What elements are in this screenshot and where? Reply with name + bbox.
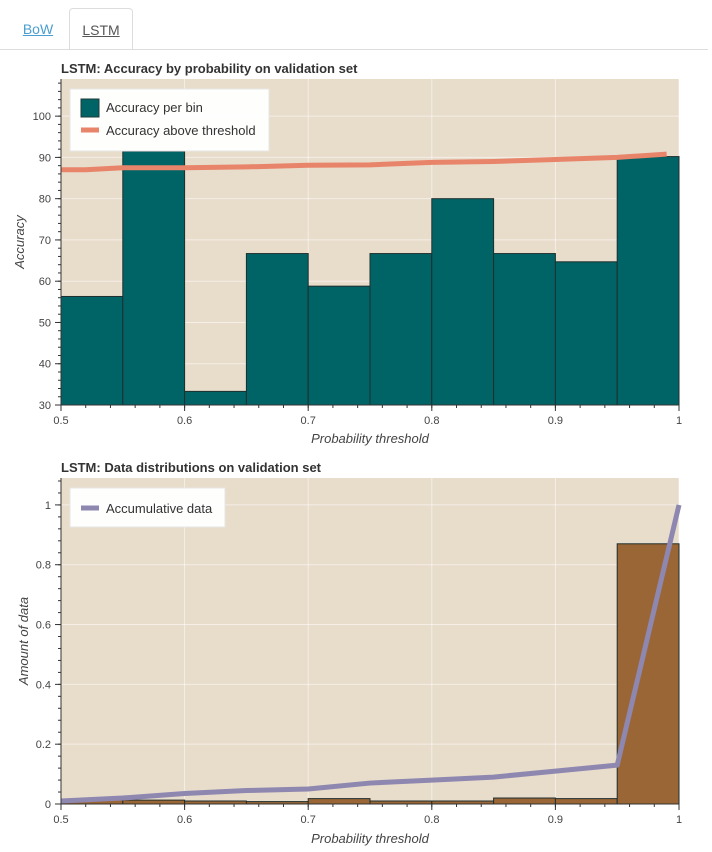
legend-box — [69, 88, 270, 152]
bar — [493, 797, 556, 805]
bars — [60, 543, 680, 805]
x-tick-label: 0.8 — [424, 814, 439, 826]
y-tick-label: 50 — [39, 317, 51, 329]
y-tick-label: 0.4 — [36, 679, 51, 691]
y-tick-label: 70 — [39, 235, 51, 247]
bar — [122, 150, 186, 406]
y-tick-label: 80 — [39, 194, 51, 206]
plot-area — [61, 478, 679, 804]
x-tick-label: 0.5 — [53, 814, 68, 826]
x-axis-label: Probability threshold — [311, 831, 430, 846]
bar — [554, 798, 618, 805]
bar — [616, 156, 680, 406]
bar — [184, 390, 247, 406]
bar — [369, 253, 433, 406]
bars — [60, 150, 680, 406]
legend-label-accuracy-per-bin: Accuracy per bin — [106, 100, 203, 115]
tab-divider — [0, 49, 708, 50]
tab-bar: BoW LSTM — [0, 0, 712, 50]
y-tick-label: 100 — [33, 111, 51, 123]
bar — [493, 253, 556, 406]
y-tick-label: 90 — [39, 152, 51, 164]
x-tick-label: 0.8 — [424, 415, 439, 427]
line-series — [60, 504, 682, 804]
y-tick-label: 0 — [45, 799, 51, 811]
bar — [616, 543, 680, 805]
chart-title: LSTM: Accuracy by probability on validat… — [61, 61, 358, 76]
bar — [245, 253, 309, 406]
tab-bow[interactable]: BoW — [22, 21, 54, 37]
y-tick-label: 0.8 — [36, 560, 51, 572]
bar — [307, 285, 371, 406]
y-tick-label: 1 — [45, 500, 51, 512]
x-axis-label: Probability threshold — [311, 431, 430, 446]
x-tick-label: 1 — [676, 814, 682, 826]
axes: 0.5 0.6 0.7 0.8 0.9 1 30 40 50 60 70 80 90 100 — [33, 79, 682, 427]
series-line — [61, 151, 667, 173]
distribution-chart: LSTM: Data distributions on validation s… — [16, 460, 682, 846]
x-tick-label: 0.7 — [301, 415, 316, 427]
y-tick-label: 60 — [39, 276, 51, 288]
legend-label-accumulative-data: Accumulative data — [106, 501, 213, 516]
x-tick-label: 0.9 — [548, 814, 563, 826]
accuracy-chart: LSTM: Accuracy by probability on validat… — [12, 61, 682, 446]
y-axis-label: Accuracy — [12, 214, 27, 270]
chart-title: LSTM: Data distributions on validation s… — [61, 460, 322, 475]
x-tick-label: 0.9 — [548, 415, 563, 427]
bar — [554, 261, 618, 406]
axes: 0.5 0.6 0.7 0.8 0.9 1 0 0.2 0.4 0.6 0.8 1 — [36, 478, 682, 826]
y-tick-label: 40 — [39, 359, 51, 371]
x-tick-label: 0.6 — [177, 415, 192, 427]
series-line — [60, 504, 682, 804]
line-series — [61, 151, 667, 173]
legend: Accuracy per bin Accuracy above threshol… — [69, 88, 270, 152]
x-tick-label: 0.7 — [301, 814, 316, 826]
x-tick-label: 0.5 — [53, 415, 68, 427]
bar — [307, 798, 371, 805]
y-tick-label: 0.2 — [36, 739, 51, 751]
y-tick-label: 0.6 — [36, 620, 51, 632]
legend-label-accuracy-above-threshold: Accuracy above threshold — [106, 123, 256, 138]
y-tick-label: 30 — [39, 400, 51, 412]
legend-swatch-bar — [80, 98, 100, 118]
legend: Accumulative data — [69, 487, 226, 528]
bar — [60, 295, 124, 406]
bar — [122, 799, 186, 805]
x-tick-label: 1 — [676, 415, 682, 427]
x-tick-label: 0.6 — [177, 814, 192, 826]
y-axis-label: Amount of data — [16, 597, 31, 686]
bar — [431, 198, 495, 406]
